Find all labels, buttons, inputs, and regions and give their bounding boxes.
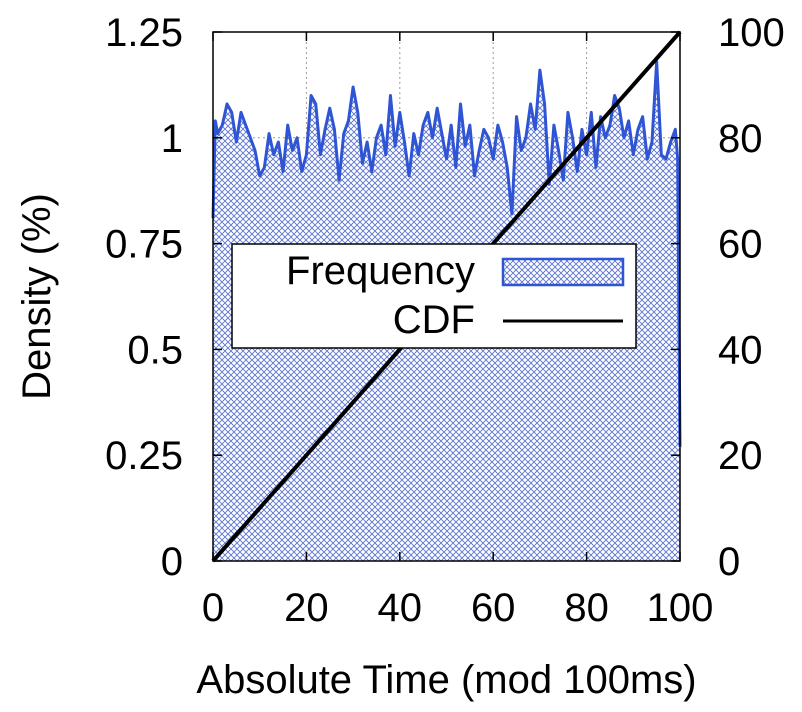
x-tick-label: 20 [284,586,329,630]
y2-tick-label: 60 [718,223,763,267]
y2-tick-label: 80 [718,117,763,161]
y-tick-label: 0 [161,540,183,584]
x-tick-label: 0 [202,586,224,630]
y2-tick-label: 100 [718,11,785,55]
legend-label-cdf: CDF [393,298,475,342]
y2-tick-label: 40 [718,328,763,372]
y2-tick-label: 20 [718,434,763,478]
y-tick-label: 1.25 [105,11,183,55]
y-axis-label: Density (%) [15,193,59,400]
x-tick-label: 60 [471,586,516,630]
y-tick-label: 0.75 [105,223,183,267]
x-tick-label: 100 [647,586,714,630]
x-axis-label: Absolute Time (mod 100ms) [196,658,696,702]
y-tick-label: 0.25 [105,434,183,478]
x-tick-label: 80 [564,586,609,630]
y2-tick-labels: 0 20 40 60 80 100 [718,11,785,584]
y2-tick-label: 0 [718,540,740,584]
x-tick-label: 40 [378,586,423,630]
y-tick-labels: 0 0.25 0.5 0.75 1 1.25 [105,11,183,584]
legend-swatch-frequency [503,259,623,285]
y-tick-label: 0.5 [127,328,183,372]
legend-label-frequency: Frequency [286,249,475,293]
y-tick-label: 1 [161,117,183,161]
legend: Frequency CDF [232,244,636,348]
x-tick-labels: 0 20 40 60 80 100 [202,586,714,630]
